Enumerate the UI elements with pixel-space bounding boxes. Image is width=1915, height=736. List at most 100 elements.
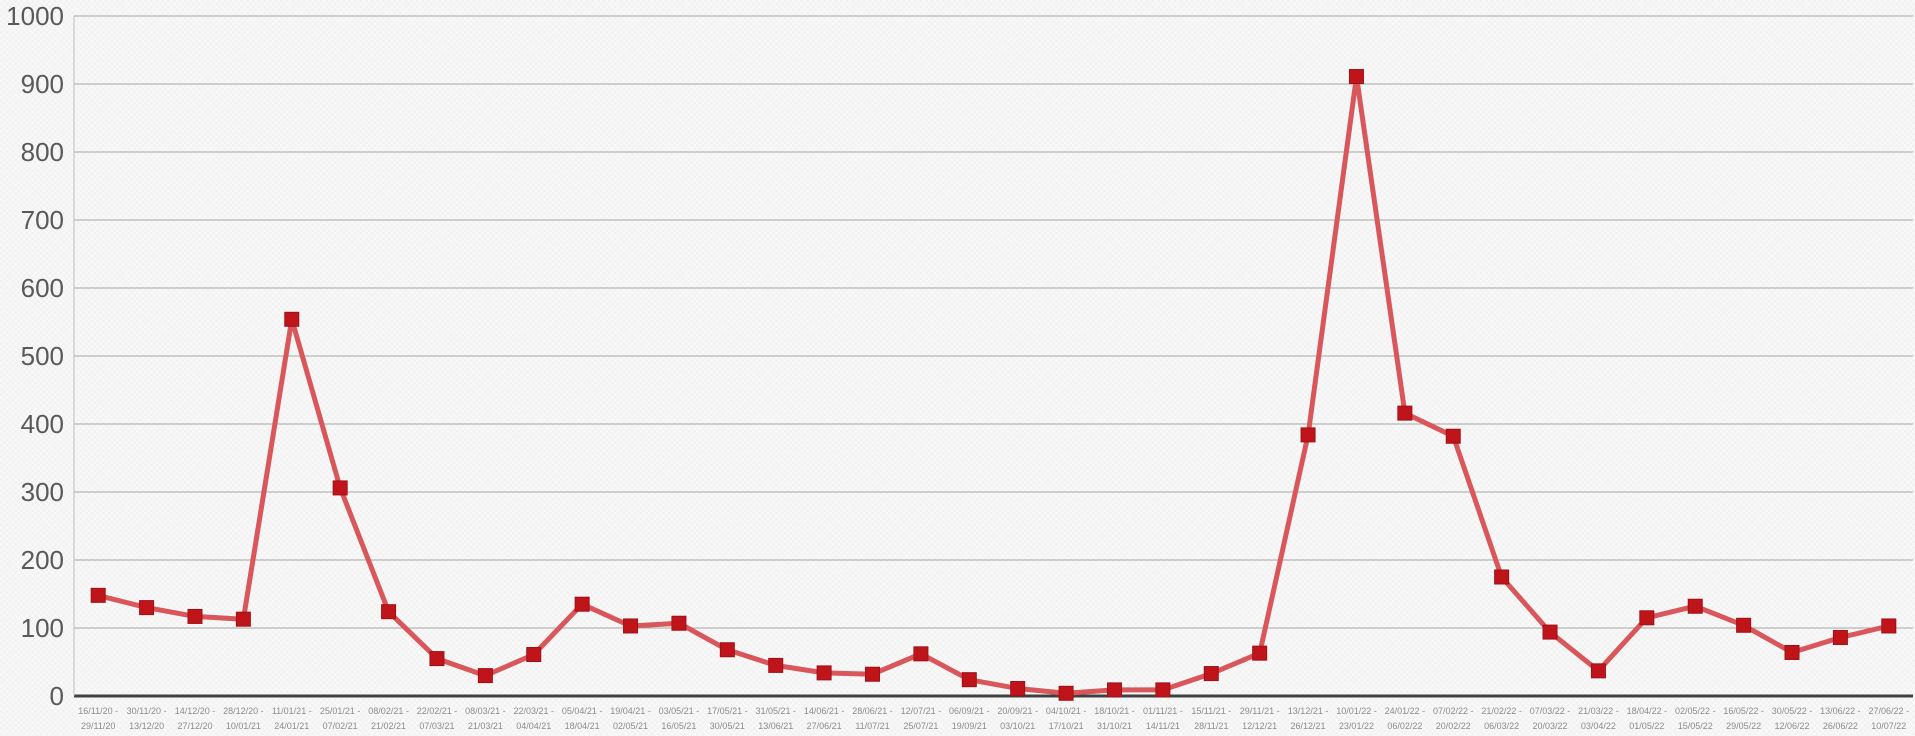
x-tick-label: 21/02/22 - [1481, 706, 1522, 716]
x-tick-label: 12/07/21 - [901, 706, 942, 716]
x-tick-label: 25/07/21 [903, 721, 938, 731]
x-tick-label: 15/05/22 [1678, 721, 1713, 731]
data-point-marker [1590, 663, 1606, 679]
x-tick-label: 07/02/22 - [1433, 706, 1474, 716]
data-point-marker [1058, 685, 1074, 701]
x-tick-label: 21/03/21 [468, 721, 503, 731]
x-tick-label: 01/11/21 - [1143, 706, 1183, 716]
x-tick-label: 28/06/21 - [852, 706, 893, 716]
x-tick-label: 16/05/22 - [1723, 706, 1764, 716]
y-tick-label: 400 [21, 409, 64, 439]
x-tick-label: 28/11/21 [1194, 721, 1228, 731]
x-tick-label: 02/05/22 - [1675, 706, 1716, 716]
x-tick-label: 02/05/21 [613, 721, 648, 731]
x-tick-label: 01/05/22 [1629, 721, 1664, 731]
x-tick-label: 29/05/22 [1726, 721, 1761, 731]
data-point-marker [139, 600, 155, 616]
x-tick-label: 06/02/22 [1387, 721, 1422, 731]
x-tick-label: 13/06/21 [758, 721, 793, 731]
x-tick-label: 31/10/21 [1097, 721, 1132, 731]
x-tick-label: 24/01/21 [274, 721, 309, 731]
data-point-marker [1106, 682, 1122, 698]
x-tick-label: 27/12/20 [177, 721, 212, 731]
series-line [95, 74, 1892, 696]
data-point-marker [1687, 598, 1703, 614]
data-point-marker [235, 611, 251, 627]
series-markers [90, 69, 1897, 701]
x-tick-label: 26/06/22 [1823, 721, 1858, 731]
x-tick-label: 20/09/21 - [997, 706, 1038, 716]
x-tick-label: 03/10/21 [1000, 721, 1035, 731]
x-tick-label: 17/05/21 - [707, 706, 748, 716]
data-point-marker [816, 665, 832, 681]
x-tick-label: 13/12/21 - [1288, 706, 1329, 716]
data-point-marker [1203, 666, 1219, 682]
x-tick-label: 24/01/22 - [1385, 706, 1426, 716]
data-point-marker [1736, 617, 1752, 633]
x-tick-label: 20/03/22 [1533, 721, 1568, 731]
data-point-marker [1494, 569, 1510, 585]
y-tick-label: 0 [50, 681, 64, 711]
data-point-marker [1881, 618, 1897, 634]
y-axis-tick-labels: 0 100 200 300 400 500 600 700 800 900 1000 [6, 1, 64, 711]
y-tick-label: 200 [21, 545, 64, 575]
x-tick-label: 31/05/21 - [755, 706, 796, 716]
x-tick-label: 07/03/22 - [1530, 706, 1571, 716]
x-tick-label: 29/11/20 [81, 721, 115, 731]
x-tick-label: 16/11/20 - [78, 706, 118, 716]
y-tick-label: 300 [21, 477, 64, 507]
x-tick-label: 10/07/22 [1871, 721, 1906, 731]
x-tick-label: 18/10/21 - [1094, 706, 1135, 716]
data-point-marker [961, 672, 977, 688]
x-tick-label: 11/01/21 - [272, 706, 312, 716]
x-tick-label: 19/04/21 - [610, 706, 651, 716]
x-tick-label: 12/12/21 [1242, 721, 1277, 731]
data-point-marker [865, 666, 881, 682]
gridlines [74, 15, 1913, 629]
data-point-marker [1252, 645, 1268, 661]
x-tick-label: 21/02/21 [371, 721, 406, 731]
x-tick-label: 07/03/21 [419, 721, 454, 731]
x-tick-label: 20/02/22 [1436, 721, 1471, 731]
data-point-marker [381, 604, 397, 620]
y-tick-label: 900 [21, 69, 64, 99]
x-tick-label: 10/01/21 [226, 721, 261, 731]
x-tick-label: 15/11/21 - [1191, 706, 1231, 716]
data-point-marker [1542, 624, 1558, 640]
x-axis-tick-labels: 16/11/20 - 29/11/20 30/11/20 - 13/12/20 14/1… [78, 706, 1909, 731]
x-tick-label: 21/03/22 - [1578, 706, 1619, 716]
x-tick-label: 14/12/20 - [175, 706, 216, 716]
data-point-marker [719, 642, 735, 658]
x-tick-label: 25/01/21 - [320, 706, 361, 716]
y-tick-label: 700 [21, 205, 64, 235]
data-point-marker [1348, 69, 1364, 85]
y-tick-label: 800 [21, 137, 64, 167]
x-tick-label: 06/09/21 - [949, 706, 990, 716]
data-point-marker [477, 668, 493, 684]
x-tick-label: 03/05/21 - [659, 706, 700, 716]
data-point-marker [623, 618, 639, 634]
x-tick-label: 04/04/21 [516, 721, 551, 731]
x-tick-label: 08/03/21 - [465, 706, 506, 716]
x-tick-label: 22/02/21 - [417, 706, 458, 716]
data-point-marker [768, 657, 784, 673]
x-tick-label: 19/09/21 [952, 721, 987, 731]
data-point-marker [332, 480, 348, 496]
x-tick-label: 11/07/21 [855, 721, 889, 731]
x-tick-label: 28/12/20 - [223, 706, 264, 716]
x-tick-label: 12/06/22 [1774, 721, 1809, 731]
data-point-marker [1832, 630, 1848, 646]
x-tick-label: 06/03/22 [1484, 721, 1519, 731]
data-point-marker [187, 608, 203, 624]
x-tick-label: 17/10/21 [1049, 721, 1084, 731]
x-tick-label: 27/06/22 - [1869, 706, 1910, 716]
data-point-marker [429, 651, 445, 667]
data-point-marker [1445, 428, 1461, 444]
x-tick-label: 22/03/21 - [513, 706, 554, 716]
data-point-marker [90, 587, 106, 603]
data-point-marker [1010, 681, 1026, 697]
x-tick-label: 08/02/21 - [368, 706, 409, 716]
x-tick-label: 23/01/22 [1339, 721, 1374, 731]
x-tick-label: 10/01/22 - [1336, 706, 1377, 716]
